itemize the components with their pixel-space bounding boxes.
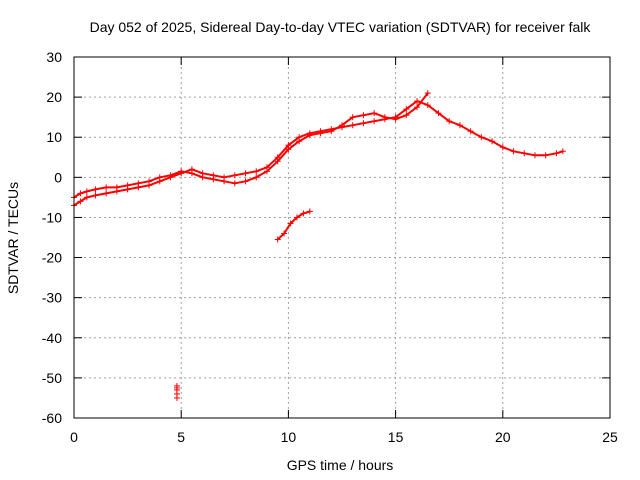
data-point xyxy=(542,152,549,159)
data-point xyxy=(199,174,206,181)
plot-frame xyxy=(73,56,611,419)
data-point xyxy=(489,138,496,145)
data-point xyxy=(521,150,528,157)
y-tick-label: -50 xyxy=(42,370,62,386)
grid xyxy=(74,57,610,418)
data-point xyxy=(92,186,99,193)
data-point xyxy=(371,118,378,125)
data-point xyxy=(317,130,324,137)
data-point xyxy=(281,230,288,237)
data-point xyxy=(231,180,238,187)
data-point xyxy=(414,98,421,105)
axis-ticks xyxy=(73,56,611,419)
y-tick-label: -20 xyxy=(42,250,62,266)
x-tick-label: 25 xyxy=(602,429,618,445)
y-tick-labels: -60 -50 -40 -30 -20 -10 0 10 20 30 xyxy=(42,49,62,426)
data-point xyxy=(285,146,292,153)
data-point xyxy=(287,220,294,227)
data-point xyxy=(392,116,399,123)
data-point xyxy=(339,122,345,129)
data-point xyxy=(173,384,180,391)
data-point xyxy=(559,148,566,155)
data-point xyxy=(446,118,453,125)
data-point xyxy=(510,148,517,155)
data-point xyxy=(300,210,307,217)
x-axis-title: GPS time / hours xyxy=(287,457,394,473)
data-point xyxy=(360,120,367,127)
data-point xyxy=(467,128,474,135)
data-point xyxy=(113,184,120,191)
y-tick-label: -30 xyxy=(42,290,62,306)
series-line-track-2 xyxy=(73,92,429,199)
series-line-track-3 xyxy=(276,210,311,241)
x-tick-label: 10 xyxy=(281,429,297,445)
data-point xyxy=(424,102,431,109)
data-point xyxy=(328,128,335,135)
data-point xyxy=(242,178,249,185)
data-point xyxy=(173,394,180,401)
data-point xyxy=(381,114,388,121)
data-point xyxy=(306,132,313,139)
y-tick-label: 10 xyxy=(46,129,62,145)
data-point xyxy=(553,150,560,157)
y-tick-label: -10 xyxy=(42,209,62,225)
y-tick-label: 0 xyxy=(54,169,62,185)
data-point xyxy=(360,112,367,119)
data-point xyxy=(188,170,195,177)
data-point xyxy=(499,144,506,151)
x-tick-label: 0 xyxy=(70,429,78,445)
data-point xyxy=(349,122,356,129)
data-point xyxy=(371,110,378,117)
data-point xyxy=(293,214,300,221)
data-point xyxy=(263,168,270,175)
data-point xyxy=(296,138,303,145)
y-tick-label: 20 xyxy=(46,89,62,105)
data-point xyxy=(83,194,90,201)
data-point xyxy=(531,152,538,159)
x-tick-label: 15 xyxy=(388,429,404,445)
data-point xyxy=(349,114,356,121)
data-point xyxy=(221,178,228,185)
x-tick-label: 5 xyxy=(177,429,185,445)
data-point xyxy=(103,184,110,191)
chart-title: Day 052 of 2025, Sidereal Day-to-day VTE… xyxy=(90,19,592,35)
data-point xyxy=(77,198,84,205)
y-tick-label: -60 xyxy=(42,410,62,426)
data-point xyxy=(167,172,174,179)
data-point xyxy=(210,176,217,183)
data-point xyxy=(135,180,142,187)
data-point xyxy=(306,208,313,215)
data-point xyxy=(274,236,281,243)
y-tick-label: 30 xyxy=(46,49,62,65)
data-point xyxy=(124,182,131,189)
data-point xyxy=(435,110,442,117)
series-line-track-1 xyxy=(73,100,564,207)
x-tick-label: 20 xyxy=(495,429,511,445)
data-point xyxy=(231,172,238,179)
data-point xyxy=(403,106,410,113)
data-point xyxy=(83,188,90,195)
data-point xyxy=(478,134,485,141)
data-point xyxy=(403,112,410,119)
data-point xyxy=(274,158,281,165)
data-point xyxy=(424,90,431,97)
data-point xyxy=(92,192,99,199)
data-point xyxy=(178,168,185,175)
data-point xyxy=(414,104,421,111)
x-tick-labels: 0 5 10 15 20 25 xyxy=(70,429,618,445)
y-axis-title: SDTVAR / TECUs xyxy=(5,182,21,294)
data-point xyxy=(77,190,84,197)
y-tick-label: -40 xyxy=(42,330,62,346)
data-point xyxy=(253,174,260,181)
data-point xyxy=(146,178,153,185)
data-point xyxy=(242,170,249,177)
data-point xyxy=(156,174,163,181)
data-point xyxy=(103,190,110,197)
data-point xyxy=(253,168,260,175)
data-point xyxy=(456,122,463,129)
